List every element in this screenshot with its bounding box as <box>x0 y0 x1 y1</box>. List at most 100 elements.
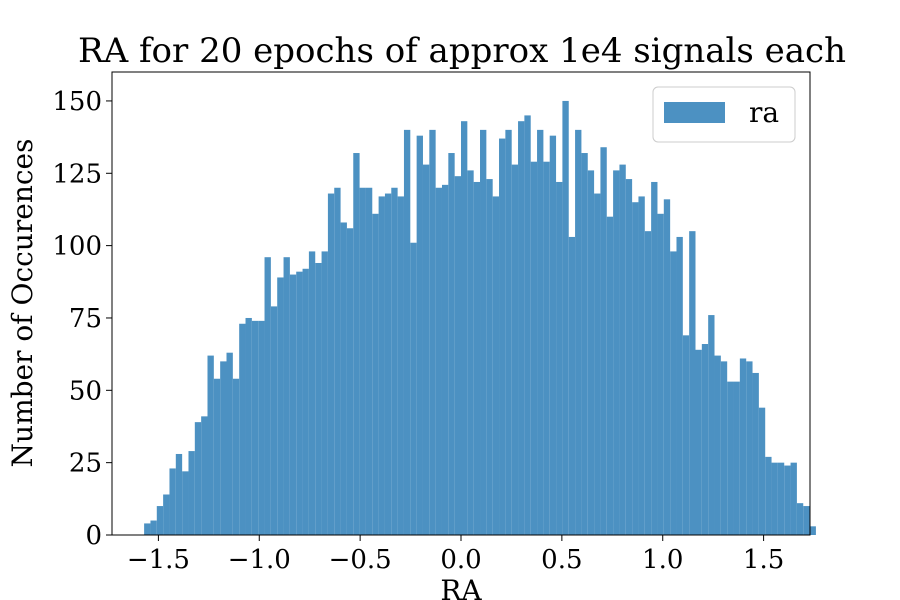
histogram-bar <box>175 453 183 535</box>
histogram-bar <box>321 251 328 535</box>
histogram-bar <box>695 349 702 535</box>
histogram-bar <box>156 506 164 535</box>
histogram-bar <box>657 213 664 535</box>
y-tick-label: 25 <box>69 449 102 479</box>
y-tick-label: 150 <box>52 87 102 117</box>
y-axis-ticks: 0 25 50 75 100 125 150 <box>52 87 112 551</box>
histogram-bar <box>239 323 246 535</box>
x-axis-ticks: −1.5 −1.0 −0.5 0.0 0.5 1.0 1.5 <box>127 535 784 575</box>
histogram-bar <box>600 147 607 536</box>
histogram-bar <box>232 378 240 535</box>
histogram-bar <box>777 462 785 535</box>
histogram-bar <box>809 526 816 535</box>
y-tick-label: 125 <box>52 159 102 189</box>
histogram-bar <box>505 129 512 535</box>
histogram-bar <box>213 378 221 535</box>
histogram-bar <box>429 129 436 535</box>
histogram-bar <box>220 361 227 535</box>
histogram-bar <box>663 199 671 535</box>
histogram-bar <box>410 242 417 535</box>
histogram-bar <box>651 181 658 535</box>
histogram-bar <box>207 355 214 535</box>
histogram-bar <box>625 179 633 535</box>
y-tick-label: 100 <box>52 232 102 262</box>
histogram-bar <box>492 196 500 535</box>
histogram-bar <box>264 257 271 535</box>
histogram-bar <box>308 251 316 535</box>
x-tick-label: 0.0 <box>440 545 481 575</box>
histogram-bar <box>277 277 284 535</box>
histogram-bar <box>803 506 810 535</box>
histogram-bar <box>403 129 411 535</box>
histogram-bar <box>689 231 696 535</box>
histogram-bar <box>467 170 474 535</box>
histogram-bar <box>454 176 461 536</box>
histogram-bar <box>796 503 804 535</box>
histogram-bar <box>581 153 588 535</box>
histogram-bar <box>746 361 753 535</box>
y-tick-label: 50 <box>69 376 102 406</box>
y-tick-label: 0 <box>85 521 102 551</box>
histogram-bar <box>727 381 734 535</box>
x-tick-label: −1.0 <box>228 545 291 575</box>
histogram-bar <box>568 236 576 535</box>
x-tick-label: 1.0 <box>642 545 683 575</box>
histogram-bar <box>448 153 455 535</box>
histogram-bar <box>372 213 379 535</box>
histogram-bar <box>587 170 595 535</box>
histogram-bar <box>346 228 354 535</box>
histogram-bar <box>365 187 373 535</box>
histogram-bar <box>416 135 423 535</box>
chart-title: RA for 20 epochs of approx 1e4 signals e… <box>78 31 846 71</box>
histogram-bar <box>296 271 303 535</box>
histogram-bar <box>765 456 772 535</box>
histogram-bar <box>638 196 645 535</box>
histogram-bar <box>632 202 639 535</box>
legend-label-ra: ra <box>749 96 779 129</box>
histogram-bar <box>194 422 202 535</box>
histogram-bar <box>537 129 544 535</box>
histogram-bar <box>480 129 487 535</box>
y-axis-label: Number of Occurences <box>6 139 39 468</box>
histogram-bar <box>606 216 614 535</box>
histogram-bar <box>714 355 721 535</box>
histogram-bar <box>556 181 563 535</box>
histogram-bar <box>150 520 157 535</box>
histogram-bar <box>644 231 652 535</box>
histogram-bar <box>302 268 309 535</box>
legend: ra <box>652 86 796 143</box>
histogram-bar <box>169 468 176 535</box>
histogram-bar <box>391 187 398 535</box>
histogram-bar <box>562 100 569 535</box>
x-tick-label: 0.5 <box>541 545 582 575</box>
histogram-bar <box>682 335 690 535</box>
histogram-bar <box>784 465 791 535</box>
x-tick-label: −1.5 <box>127 545 190 575</box>
histogram-bar <box>422 164 430 535</box>
histogram-bar <box>201 416 208 535</box>
histogram-bar <box>353 153 360 535</box>
histogram-bar <box>549 135 557 535</box>
histogram-bar <box>670 251 677 535</box>
histogram-bar <box>473 181 481 535</box>
histogram-bar <box>182 471 189 535</box>
histogram-bar <box>270 306 278 535</box>
histogram-bar <box>359 187 366 535</box>
histogram-bar <box>594 193 601 535</box>
histogram-bar <box>315 262 322 535</box>
histogram-bar <box>397 196 404 535</box>
histogram-bar <box>289 274 297 535</box>
histogram-bar <box>340 222 347 535</box>
histogram-bar <box>226 352 233 535</box>
histogram-bar <box>245 317 252 535</box>
histogram-bar <box>530 161 538 536</box>
histogram-bar <box>518 121 525 535</box>
x-axis-label: RA <box>440 574 482 600</box>
histogram-bar <box>461 121 468 535</box>
histogram-bar <box>575 129 582 535</box>
histogram-bar <box>334 187 341 535</box>
histogram-bar <box>758 407 766 535</box>
histogram-bar <box>144 523 151 535</box>
histogram-bar <box>619 164 626 535</box>
